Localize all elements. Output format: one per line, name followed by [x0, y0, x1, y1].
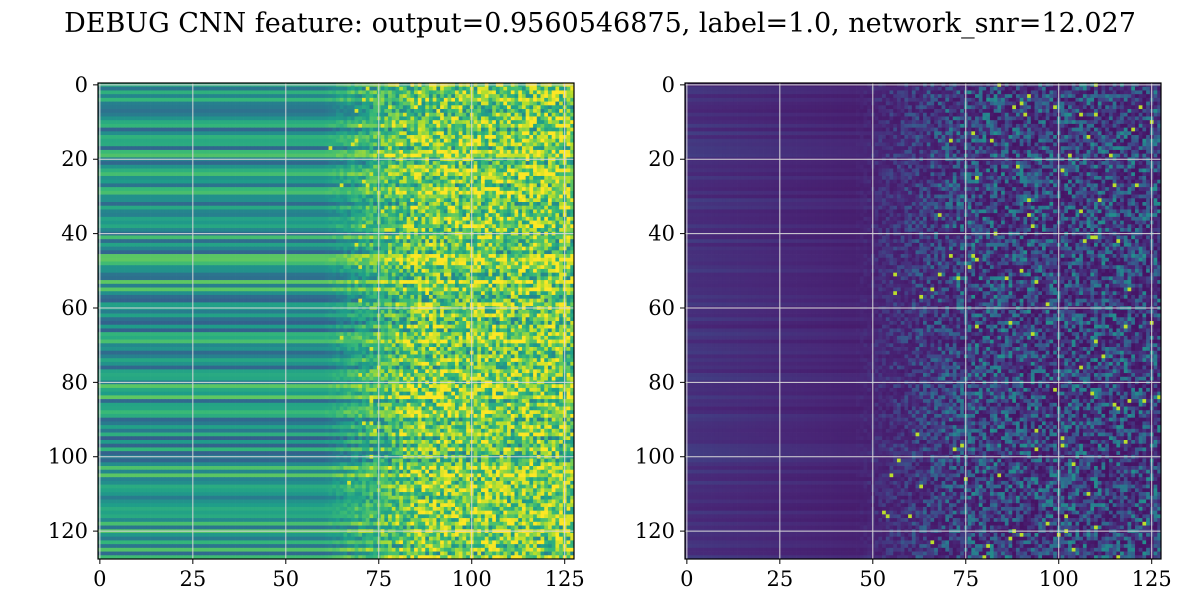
- y-tick-label: 100: [635, 445, 675, 469]
- y-tick-label: 120: [635, 519, 675, 543]
- x-tick-label: 50: [859, 567, 886, 591]
- x-tick-label: 25: [766, 567, 793, 591]
- heatmap-cells: [685, 83, 1161, 559]
- x-tick-label: 125: [1132, 567, 1172, 591]
- x-tick-label: 100: [1039, 567, 1079, 591]
- y-tick-label: 20: [648, 147, 675, 171]
- x-tick-label: 75: [952, 567, 979, 591]
- y-tick-label: 40: [648, 222, 675, 246]
- x-tick-label: 0: [680, 567, 693, 591]
- y-tick-label: 60: [648, 296, 675, 320]
- y-tick-label: 80: [648, 370, 675, 394]
- y-tick-label: 0: [662, 73, 675, 97]
